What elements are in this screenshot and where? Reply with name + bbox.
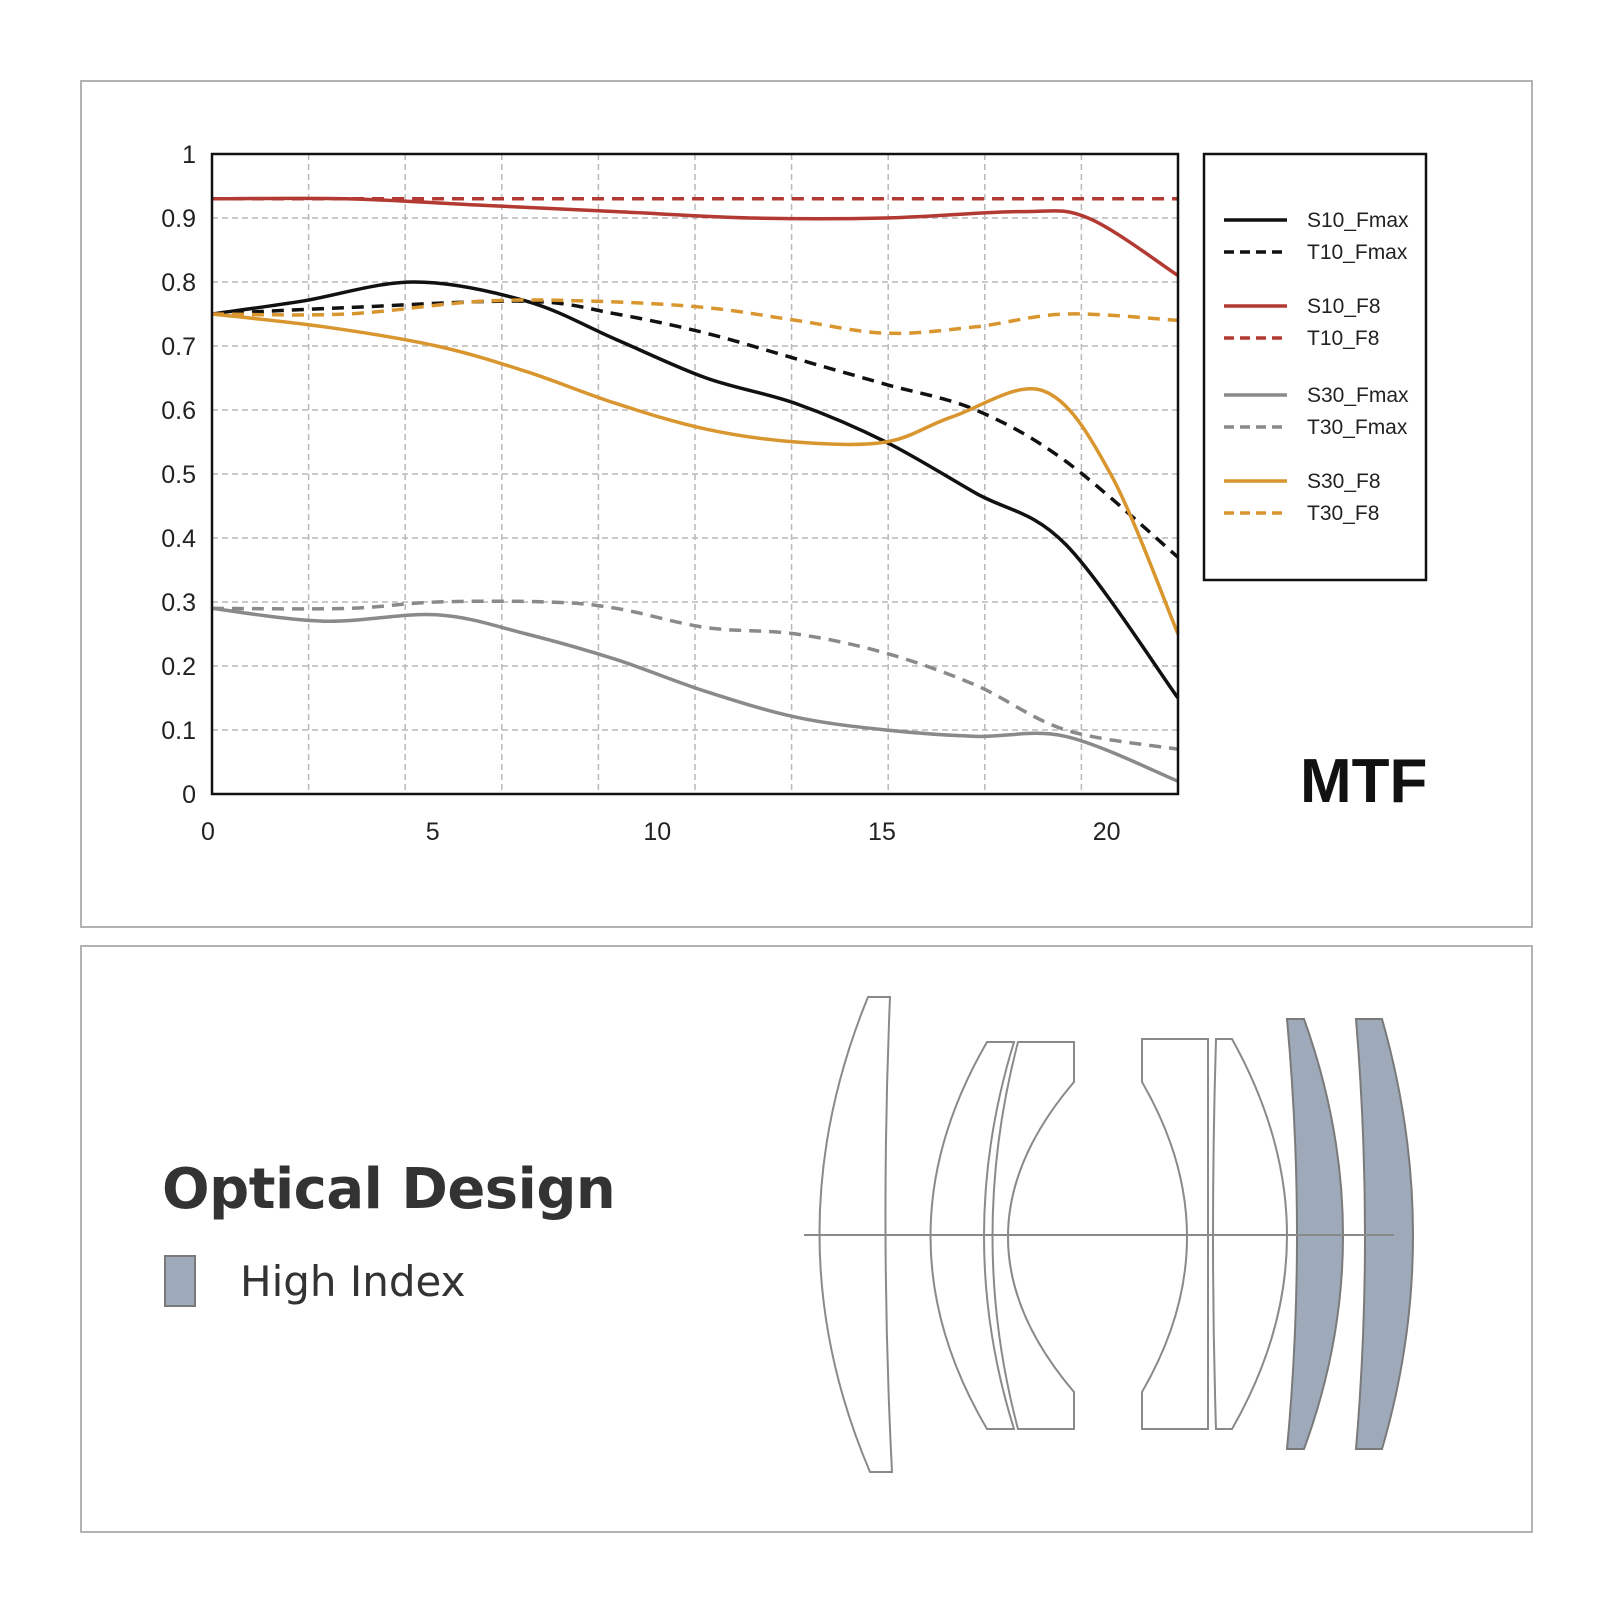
plot-frame <box>210 152 1180 796</box>
legend-entry: T10_F8 <box>1307 327 1379 350</box>
y-tick-label: 0.4 <box>161 525 196 553</box>
legend-entry: S30_Fmax <box>1307 384 1409 407</box>
y-tick-label: 0.7 <box>161 333 196 361</box>
y-tick-label: 0.9 <box>161 205 196 233</box>
chart-title: MTF <box>1300 747 1427 816</box>
y-tick-label: 0.3 <box>161 589 196 617</box>
legend-entry: S10_F8 <box>1307 295 1381 318</box>
high-index-label: High Index <box>240 1257 466 1306</box>
legend-entry: S10_Fmax <box>1307 209 1409 232</box>
y-tick-label: 0.8 <box>161 269 196 297</box>
series-line-t30-fmax <box>211 599 1179 751</box>
lens-diagram <box>804 996 1414 1473</box>
lens-element-3 <box>991 1041 1075 1430</box>
y-tick-label: 0.2 <box>161 653 196 681</box>
y-tick-label: 0.5 <box>161 461 196 489</box>
series-line-s30-f8 <box>211 312 1180 635</box>
optical-design-panel: Optical Design High Index <box>80 945 1533 1533</box>
x-tick-label: 20 <box>1093 818 1121 846</box>
mtf-panel: 0 0.1 0.2 0.3 0.4 0.5 0.6 0.7 0.8 0.9 1 0 5 10 15 20 S10… <box>80 80 1533 928</box>
x-tick-label: 15 <box>868 818 896 846</box>
legend-box <box>1202 152 1428 582</box>
y-tick-label: 0 <box>182 781 196 809</box>
y-tick-label: 1 <box>182 141 196 169</box>
legend-entry: T30_Fmax <box>1307 416 1408 439</box>
series-line-s10-fmax <box>211 280 1180 700</box>
series-line-t10-fmax <box>211 299 1180 559</box>
legend-entry: S30_F8 <box>1307 470 1381 493</box>
series-line-t30-f8 <box>211 298 1179 336</box>
x-tick-label: 0 <box>201 818 215 846</box>
mtf-chart: 00.10.20.30.40.50.60.70.80.910 5 10 15 20S10… <box>161 141 1428 846</box>
legend-entry: T10_Fmax <box>1307 241 1408 264</box>
optical-design-title: Optical Design <box>162 1157 616 1222</box>
high-index-swatch <box>164 1255 196 1307</box>
y-tick-label: 0.6 <box>161 397 196 425</box>
legend-entry: T30_F8 <box>1307 502 1379 525</box>
series-line-s30-fmax <box>211 606 1179 783</box>
y-tick-label: 0.1 <box>161 717 196 745</box>
x-tick-label: 5 <box>426 818 440 846</box>
lens-element-4 <box>1141 1038 1209 1430</box>
x-tick-label: 10 <box>643 818 671 846</box>
